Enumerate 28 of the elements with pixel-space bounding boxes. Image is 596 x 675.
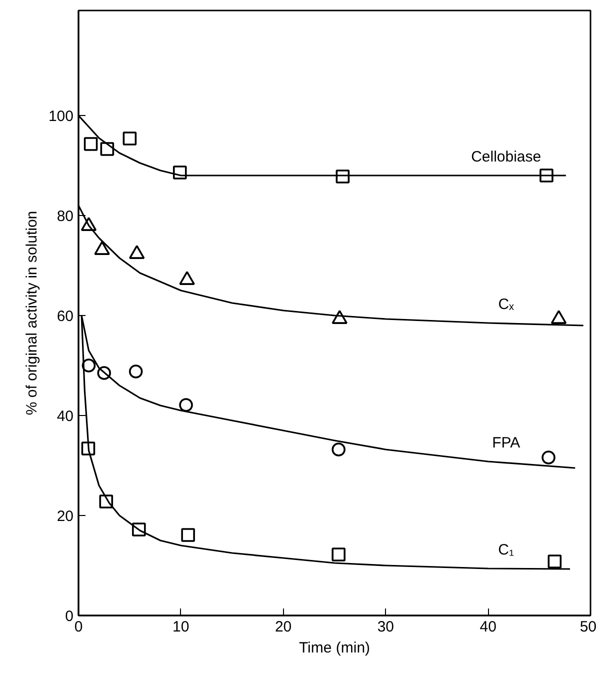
x-axis-title: Time (min) (298, 640, 370, 656)
y-tick-label: 60 (56, 308, 74, 325)
y-tick-label: 40 (56, 408, 74, 425)
point (548, 554, 562, 568)
x-tick-label: 10 (172, 618, 190, 636)
series-label: Cellobiase (471, 148, 542, 166)
series-label: FPA (492, 434, 520, 452)
point (332, 442, 346, 456)
point (181, 528, 195, 542)
point (128, 364, 143, 378)
x-tick-label: 50 (580, 618, 596, 636)
point (332, 548, 346, 562)
point (122, 132, 137, 146)
x-tick-label: 20 (274, 618, 292, 636)
point (84, 137, 98, 151)
x-tick-label: 30 (377, 618, 394, 636)
text: Cₓ (498, 296, 514, 313)
x-tick-label: 40 (480, 618, 496, 636)
y-axis-title: % of original activity in solution (23, 210, 40, 416)
y-tick-label: 20 (56, 508, 74, 525)
point (542, 450, 556, 464)
y-tick-label: 0 (65, 608, 74, 625)
point (179, 398, 193, 412)
y-tick-label: 80 (56, 208, 74, 225)
y-tick-label: 100 (48, 108, 74, 125)
point (100, 142, 114, 156)
point (82, 358, 96, 372)
text: C₁ (498, 542, 514, 558)
